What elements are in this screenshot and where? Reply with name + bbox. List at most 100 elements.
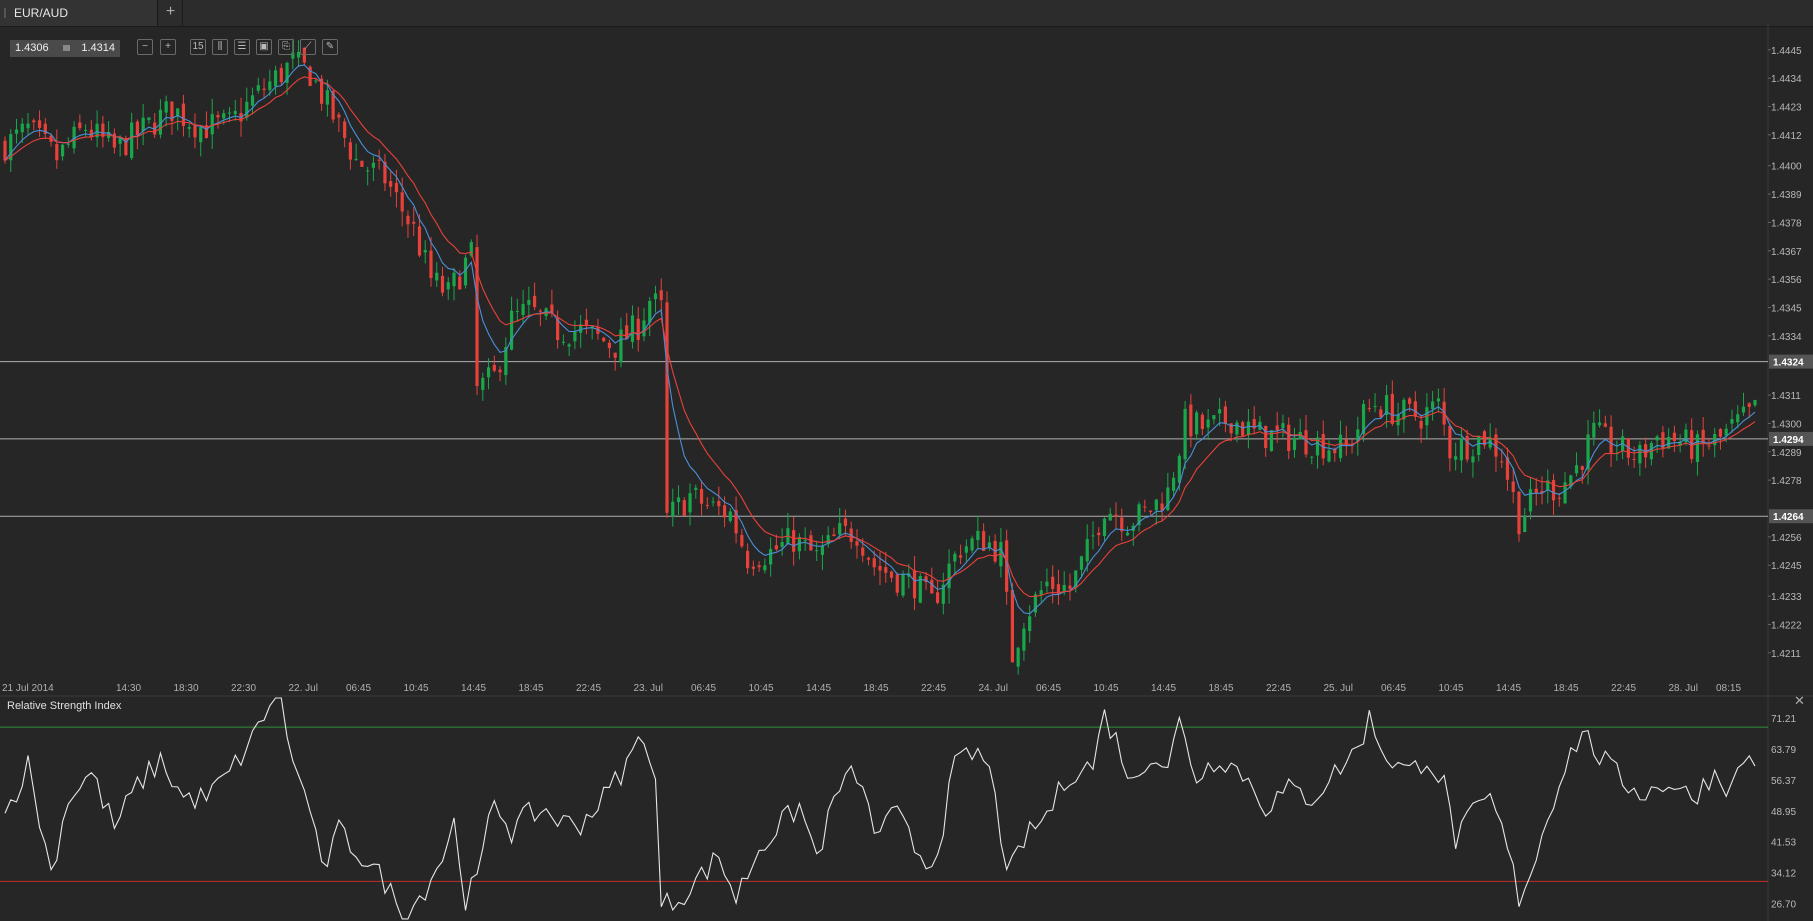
candle-body — [1074, 570, 1078, 588]
rsi-y-tick-label: 34.12 — [1771, 869, 1796, 880]
candle-body — [1022, 628, 1026, 651]
level-label: 1.4264 — [1773, 512, 1804, 523]
candle-body — [769, 548, 773, 565]
candle-body — [728, 511, 732, 521]
candle-body — [1010, 589, 1015, 663]
draw-line-icon[interactable]: ⟋ — [300, 39, 316, 55]
candle-body — [181, 103, 186, 126]
x-tick-label: 14:30 — [116, 683, 141, 694]
level-label-box — [1769, 431, 1813, 446]
spread-separator-icon — [63, 45, 70, 51]
candle-body — [37, 120, 42, 128]
candle-body — [250, 95, 255, 106]
candle-body — [924, 576, 928, 583]
candle-body — [1523, 515, 1527, 532]
quote-box: 1.4306 1.4314 — [10, 40, 120, 57]
objects-icon[interactable]: ⎘ — [278, 39, 294, 55]
x-tick-label: 18:45 — [864, 683, 889, 694]
candle-body — [763, 565, 767, 571]
candle-body — [964, 546, 968, 553]
x-tick-label: 28. Jul — [1669, 683, 1698, 694]
candle-body — [1546, 480, 1550, 491]
candle-body — [1137, 504, 1141, 526]
candle-body — [1379, 409, 1383, 418]
x-tick-label: 18:45 — [1554, 683, 1579, 694]
candle-body — [1644, 444, 1648, 458]
candle-body — [164, 101, 168, 113]
y-tick-label: 1.4222 — [1771, 620, 1802, 631]
candle-body — [383, 161, 387, 184]
y-tick-label: 1.4367 — [1771, 247, 1802, 258]
candle-body — [982, 531, 986, 551]
candle-body — [1051, 576, 1055, 589]
tab-grip-icon[interactable] — [4, 8, 6, 18]
close-icon[interactable]: ✕ — [1794, 693, 1805, 708]
zoom-out-icon[interactable]: − — [137, 39, 153, 55]
candle-body — [688, 493, 692, 513]
candle-body — [1292, 437, 1297, 451]
candle-body — [1143, 506, 1147, 508]
candle-body — [1736, 414, 1740, 423]
candle-body — [43, 123, 47, 134]
candle-body — [705, 504, 709, 506]
candle-body — [486, 367, 491, 378]
candle-body — [1390, 393, 1394, 424]
x-tick-label: 14:45 — [806, 683, 831, 694]
candle-body — [26, 123, 30, 129]
candle-body — [337, 114, 341, 118]
rsi-y-tick-label: 71.21 — [1771, 714, 1796, 725]
candle-body — [1580, 466, 1584, 470]
candle-body — [360, 160, 364, 167]
candle-body — [826, 535, 830, 545]
candle-body — [417, 226, 422, 256]
x-tick-label: 22:45 — [576, 683, 601, 694]
candle-body — [1200, 414, 1204, 429]
candle-body — [1741, 406, 1746, 413]
candle-body — [89, 129, 93, 137]
candle-body — [711, 501, 715, 503]
pencil-icon[interactable]: ✎ — [322, 39, 338, 55]
candle-body — [1212, 415, 1216, 420]
timeframe-icon[interactable]: 15 — [190, 39, 206, 55]
candle-body — [630, 315, 635, 342]
y-tick-label: 1.4356 — [1771, 275, 1802, 286]
indicators-icon[interactable]: ☰ — [234, 39, 250, 55]
y-tick-label: 1.4389 — [1771, 190, 1802, 201]
candle-body — [308, 66, 312, 86]
candle-body — [1246, 421, 1251, 436]
candle-body — [895, 574, 899, 593]
candle-body — [884, 567, 888, 573]
add-tab-button[interactable]: + — [159, 0, 183, 26]
candle-body — [1275, 425, 1279, 431]
candle-body — [1551, 480, 1556, 501]
screenshot-icon[interactable]: ▣ — [256, 39, 272, 55]
x-tick-label: 10:45 — [749, 683, 774, 694]
candle-body — [429, 250, 433, 279]
candle-body — [1603, 423, 1607, 427]
candle-body — [1701, 429, 1705, 444]
x-tick-label: 06:45 — [691, 683, 716, 694]
candle-body — [1264, 425, 1268, 448]
candle-body — [348, 142, 352, 160]
candle-body — [1333, 448, 1337, 454]
tab-eur-aud[interactable]: EUR/AUD — [0, 0, 158, 26]
zoom-in-icon[interactable]: + — [160, 39, 176, 55]
level-label-box — [1769, 354, 1813, 369]
candle-body — [573, 331, 577, 342]
candle-body — [1540, 490, 1544, 494]
candle-body — [515, 311, 519, 313]
candle-body — [648, 301, 652, 323]
candle-body — [1171, 477, 1176, 491]
chart-type-icon[interactable]: ⫼ — [212, 39, 228, 55]
candle-body — [1252, 419, 1256, 429]
candle-body — [740, 534, 744, 547]
candle-body — [889, 571, 894, 578]
candle-body — [699, 488, 704, 504]
candle-body — [440, 275, 445, 293]
candle-body — [1592, 422, 1596, 438]
candle-body — [1672, 432, 1677, 441]
candle-body — [1684, 429, 1688, 443]
candle-body — [1655, 436, 1659, 441]
candle-body — [1402, 399, 1406, 420]
